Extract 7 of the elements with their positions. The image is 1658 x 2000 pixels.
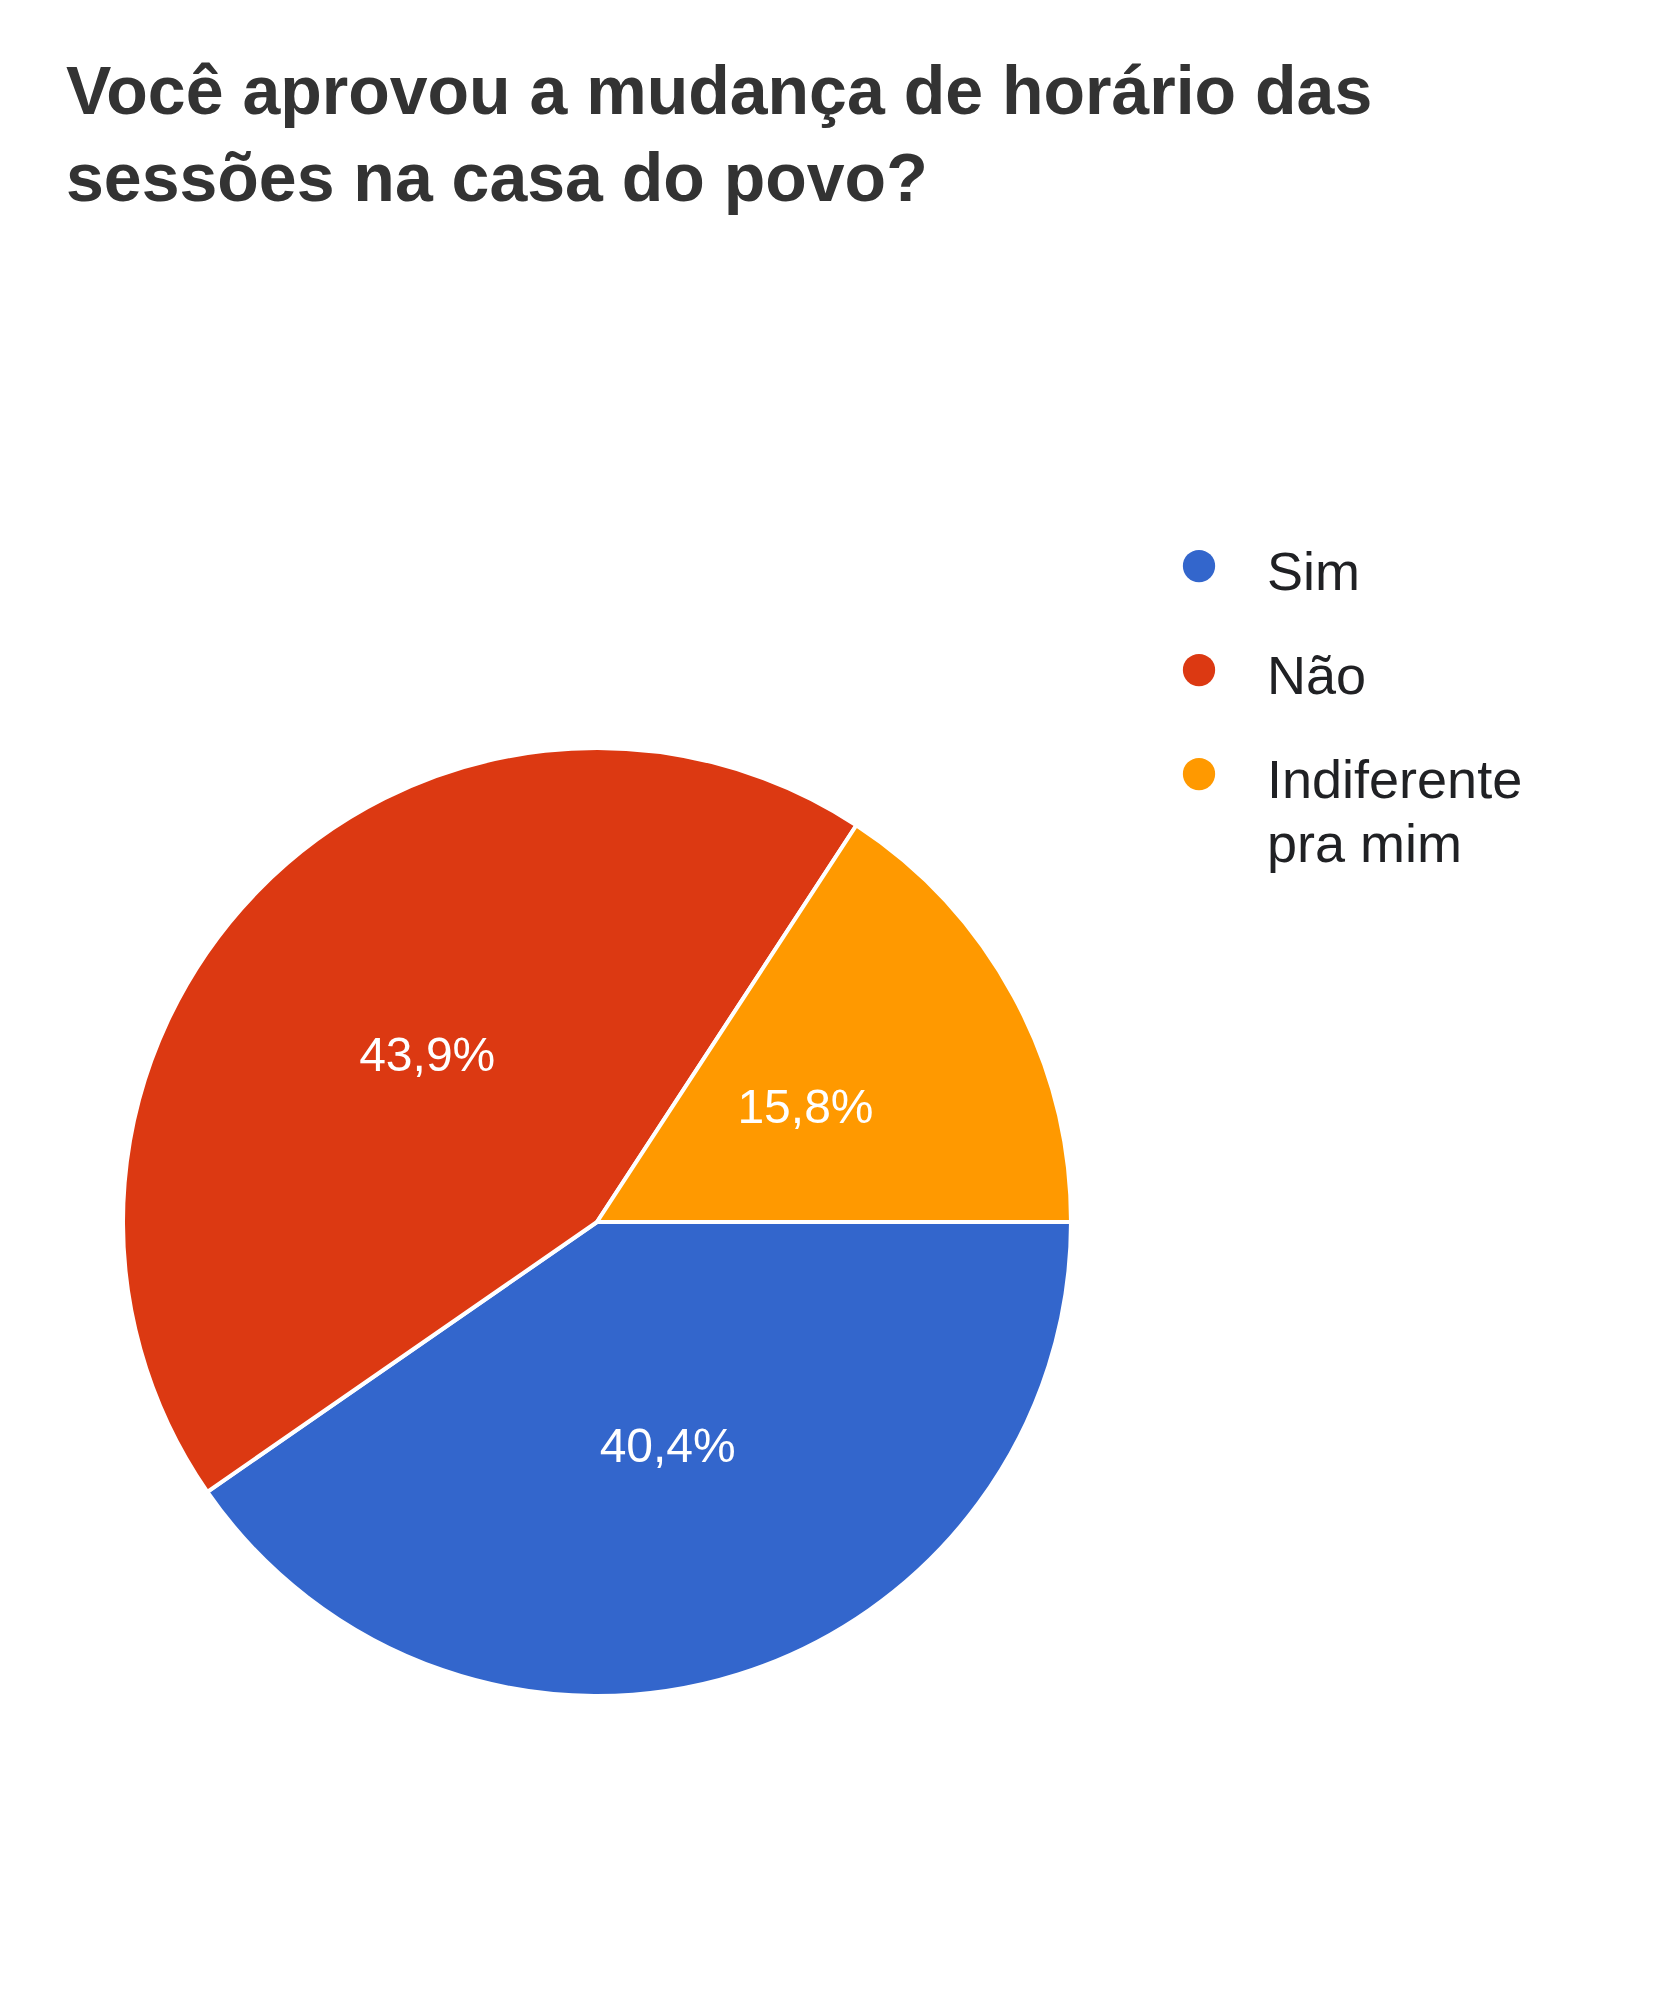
- legend-label: Indiferente pra mim: [1267, 749, 1523, 873]
- legend-label: Sim: [1267, 541, 1360, 601]
- legend-label: Não: [1267, 645, 1367, 705]
- data-label: 40,4%: [599, 1419, 736, 1473]
- data-label: 15,8%: [737, 1080, 874, 1134]
- chart-title: Você aprovou a mudança de horário das sessões na casa do povo?: [66, 52, 1373, 215]
- data-label: 43,9%: [359, 1027, 496, 1081]
